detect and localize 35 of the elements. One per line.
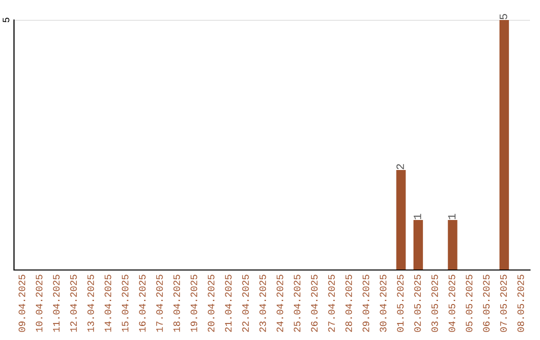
x-tick-label: 02.05.2025 (414, 274, 421, 332)
x-tick-label: 22.04.2025 (242, 274, 249, 332)
x-tick-label: 20.04.2025 (208, 274, 214, 332)
x-tick-label: 10.04.2025 (36, 274, 42, 332)
data-label: 2 (396, 164, 404, 170)
x-tick-label: 06.05.2025 (483, 274, 490, 332)
x-tick-label: 14.04.2025 (104, 274, 112, 332)
x-tick-label: 15.04.2025 (122, 274, 128, 332)
data-label: 5 (500, 14, 508, 20)
x-tick-label: 07.05.2025 (500, 274, 507, 332)
x-tick-label: 26.04.2025 (311, 274, 318, 332)
x-tick-label: 27.04.2025 (328, 274, 335, 332)
x-tick-label: 17.04.2025 (156, 274, 163, 332)
x-tick-label: 13.04.2025 (87, 274, 94, 332)
x-tick-label: 21.04.2025 (225, 274, 232, 332)
x-tick-label: 04.05.2025 (448, 274, 456, 332)
x-tick-label: 01.05.2025 (397, 274, 404, 332)
x-tick-label: 24.04.2025 (276, 274, 284, 332)
ref-line-label: 5 (2, 18, 10, 22)
x-tick-label: 28.04.2025 (345, 274, 352, 332)
x-tick-label: 05.05.2025 (466, 274, 472, 332)
x-tick-label: 18.04.2025 (173, 274, 180, 332)
x-tick-label: 23.04.2025 (259, 274, 266, 332)
x-tick-label: 30.04.2025 (380, 274, 386, 332)
x-tick-label: 29.04.2025 (362, 274, 370, 332)
x-tick-label: 25.04.2025 (294, 274, 300, 332)
x-tick-label: 19.04.2025 (190, 274, 198, 332)
x-tick-label: 09.04.2025 (18, 274, 26, 332)
data-label: 1 (448, 214, 456, 220)
x-tick-label: 16.04.2025 (139, 274, 146, 332)
data-label: 1 (414, 214, 422, 220)
x-tick-label: 11.04.2025 (53, 274, 60, 332)
x-tick-label: 12.04.2025 (70, 274, 77, 332)
x-tick-label: 08.05.2025 (517, 274, 524, 332)
x-tick-label: 03.05.2025 (431, 274, 438, 332)
